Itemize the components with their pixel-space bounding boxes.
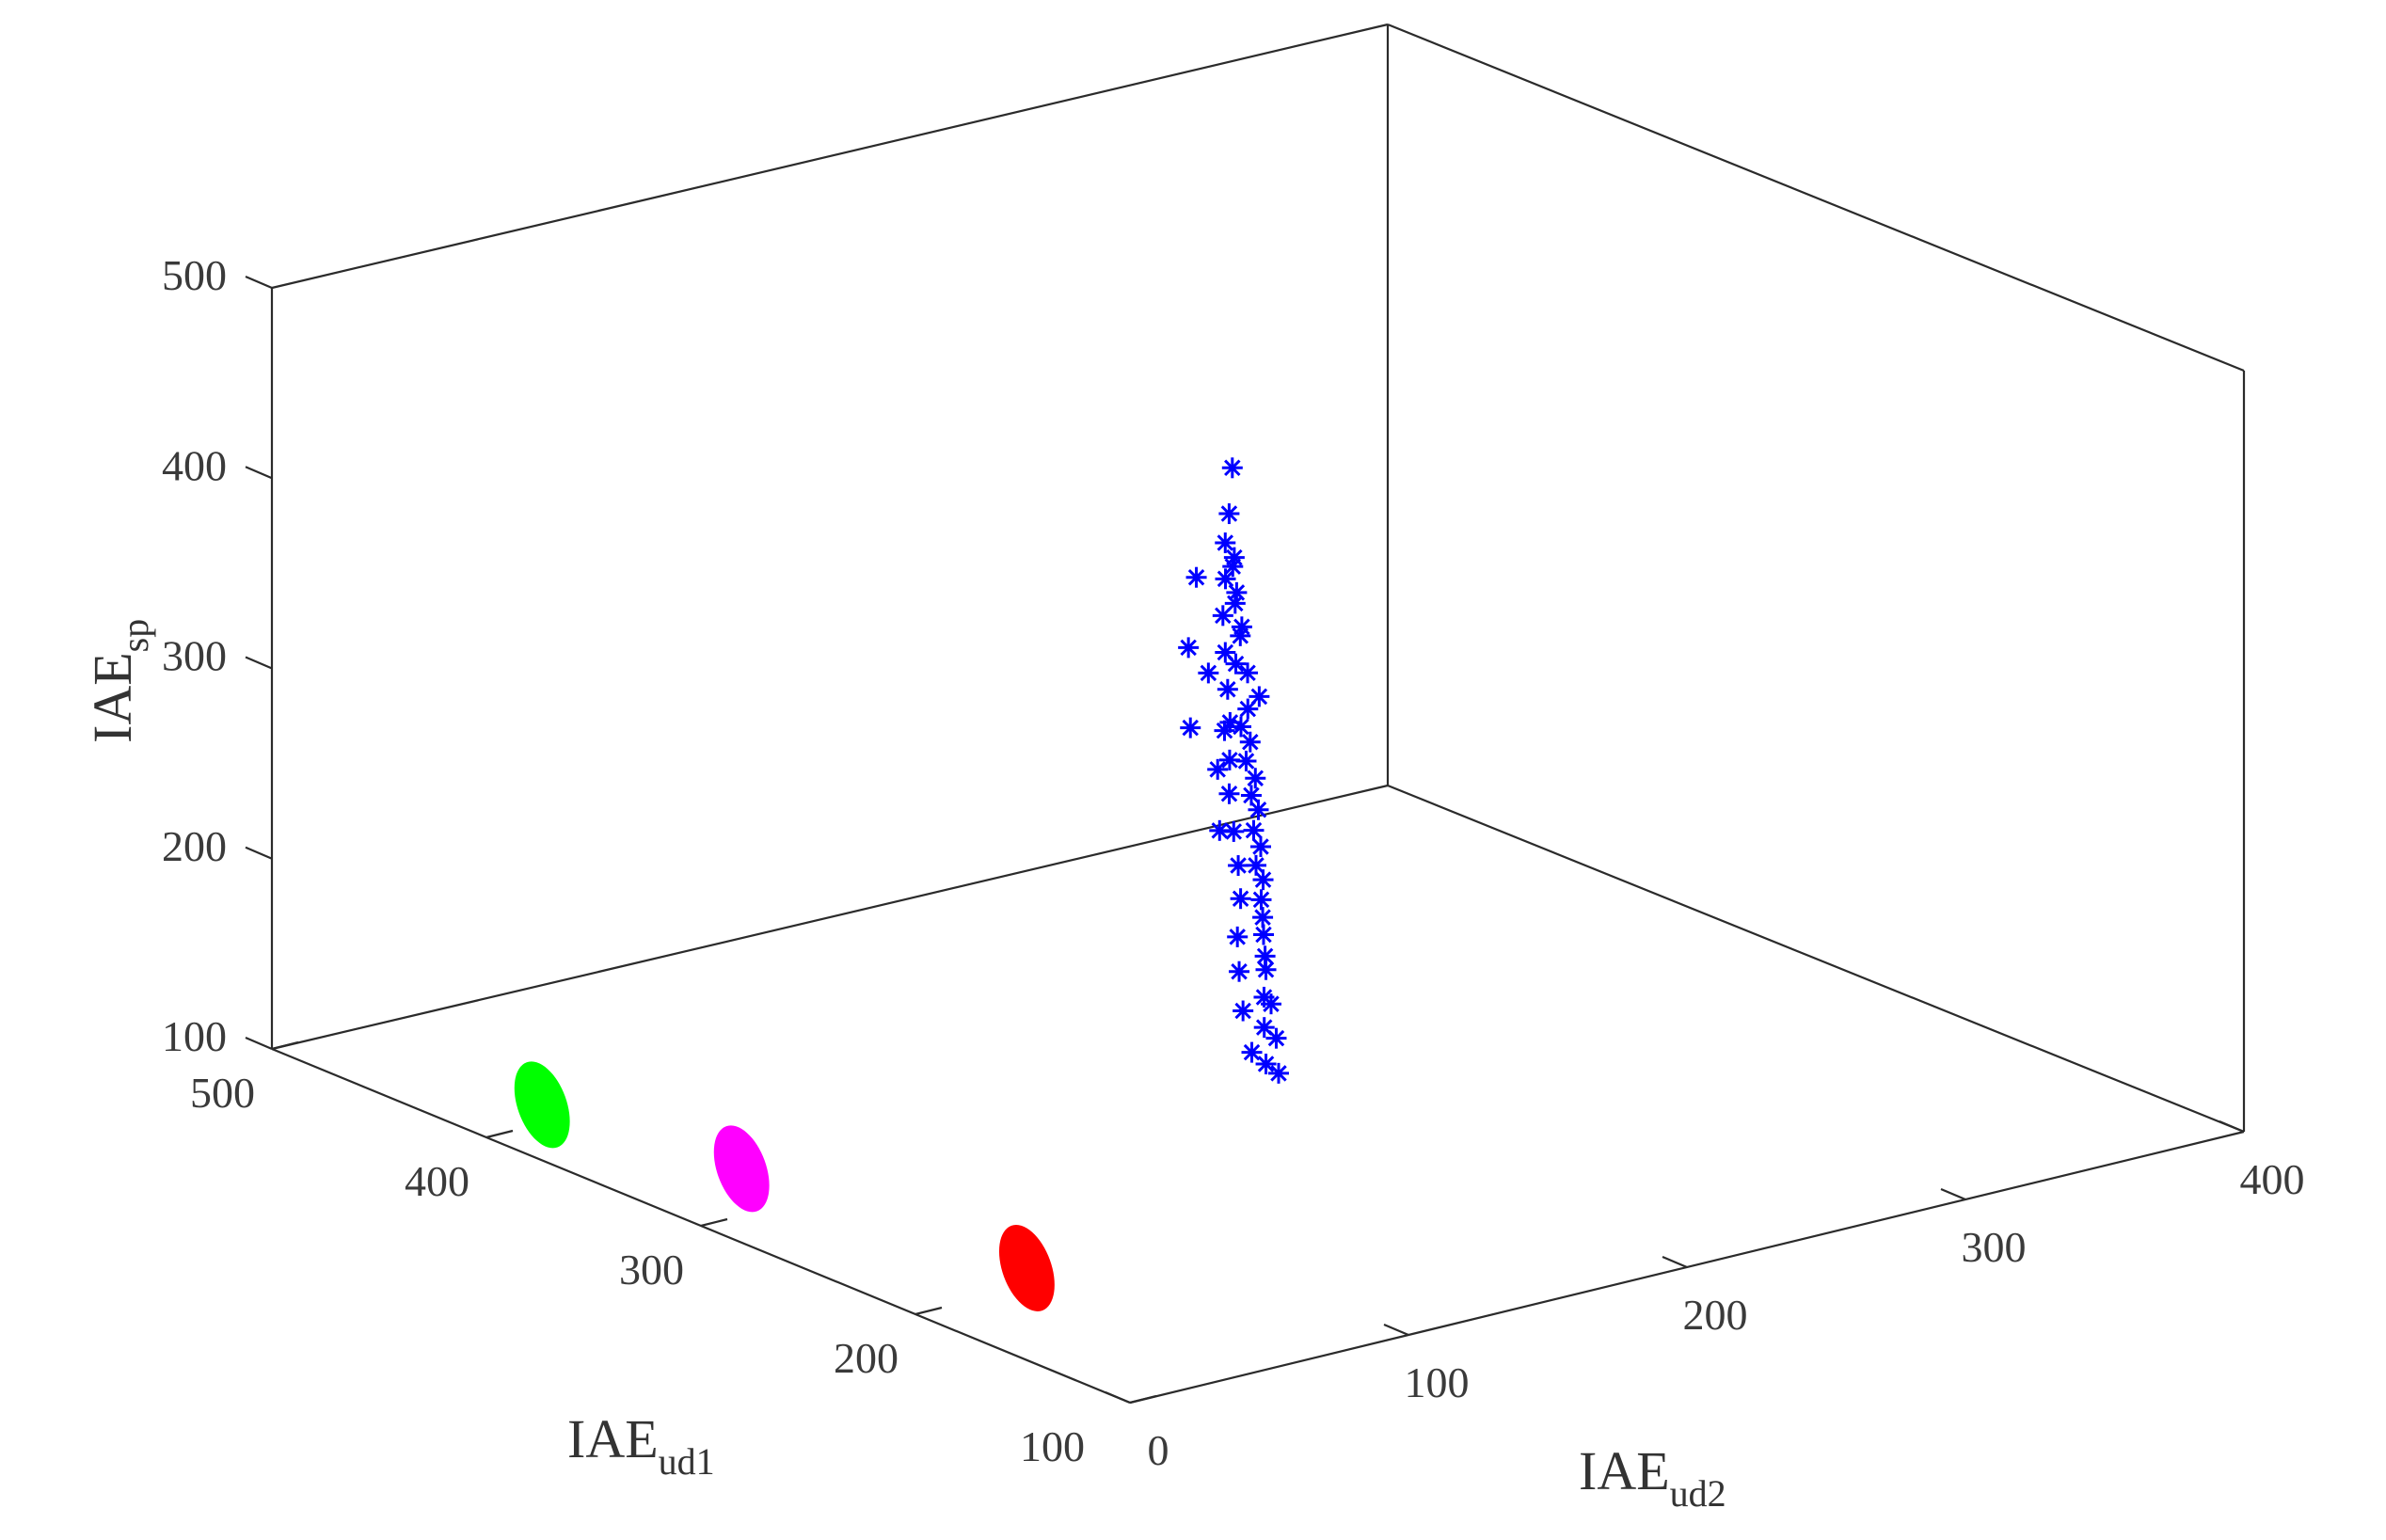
data-point-blue [1252,869,1274,891]
data-point-blue [1218,749,1240,770]
data-point-blue [1248,799,1269,820]
x-tick-mark [1129,1394,1157,1405]
y-axis-label: IAEud2 [1579,1440,1726,1515]
data-point-blue [1255,1054,1277,1075]
y-tick-label: 300 [1962,1223,2027,1271]
data-point-blue [1229,961,1250,982]
z-tick-label: 400 [162,441,227,489]
y-tick-mark [1940,1187,1966,1201]
data-point-blue [1255,959,1277,980]
data-point-blue [1178,637,1200,659]
x-tick-mark [271,1040,299,1051]
data-point-blue [1239,731,1261,753]
x-tick-label: 200 [834,1334,899,1382]
data-point-blue [1230,888,1251,910]
y-tick-mark [1662,1255,1688,1269]
x-tick-mark [915,1306,943,1316]
data-point-blue [1214,720,1235,741]
data-point-blue [1253,1017,1275,1039]
y-tick-label: 400 [2240,1155,2305,1203]
z-axis-label-subscript: sp [114,619,156,653]
data-point-blue [1228,855,1249,877]
z-tick-label: 300 [162,632,227,680]
data-point-blue [1268,1062,1289,1084]
data-point-blue [1218,503,1240,525]
x-tick-mark [485,1129,514,1139]
data-point-blue [1250,889,1272,911]
y-tick-label: 200 [1683,1291,1748,1339]
box-edge-floor-back-left [271,784,1389,1051]
data-point-blue [1254,945,1276,967]
x-axis-label-subscript: ud1 [659,1440,715,1483]
x-tick-label: 300 [619,1246,684,1294]
data-point-blue [1185,566,1207,588]
data-point-blue [1227,926,1249,947]
data-point-blue [1250,835,1271,857]
data-point-blue [1180,717,1201,738]
axes-box [270,23,2246,1405]
data-point-green [514,1061,570,1149]
data-point-blue [1245,768,1266,789]
data-point-blue [1246,854,1266,876]
data-point-blue [1241,1041,1263,1063]
y-tick-mark [1383,1323,1409,1337]
data-point-blue [1237,698,1259,720]
data-point-blue [1230,625,1251,646]
z-tick-label: 100 [162,1012,227,1060]
z-tick-mark [245,466,273,480]
data-point-red [998,1225,1055,1311]
y-tick-mark [2219,1119,2245,1134]
x-tick-label: 100 [1020,1422,1085,1470]
x-tick-mark [700,1217,728,1228]
y-tick-mark [1105,1390,1131,1405]
z-tick-label: 200 [162,822,227,870]
z-axis-label-base: IAE [82,652,143,743]
data-point-blue [1215,642,1236,663]
x-axis-label: IAEud1 [567,1408,715,1483]
y-axis-label-base: IAE [1579,1440,1670,1501]
y-axis-label-subscript: ud2 [1670,1472,1726,1515]
z-tick-mark [245,275,273,290]
data-point-blue [1237,662,1259,684]
data-point-blue [1252,907,1274,929]
z-tick-mark [245,656,273,670]
data-point-blue [1209,819,1231,841]
data-point-blue [1215,568,1236,590]
x-axis-label-base: IAE [567,1408,659,1469]
box-edge-top-left [271,23,1389,290]
data-point-blue [1217,678,1238,700]
z-axis-label: IAEsp [82,619,156,743]
data-point-blue [1207,758,1229,780]
box-edge-top-right [1387,23,2245,373]
data-point-blue [1221,457,1243,479]
data-point-magenta [713,1125,770,1213]
data-point-blue [1243,819,1265,841]
scatter-points [514,457,1289,1311]
data-point-blue [1215,532,1236,554]
axis-ticks: 200 300 400 500 100 0 100 200 300 400 100 200 300 400… [162,251,2305,1474]
data-point-blue [1224,593,1246,614]
data-point-blue [1218,783,1240,804]
data-point-blue [1212,605,1233,627]
data-point-blue [1233,1000,1254,1022]
x-tick-label: 400 [405,1157,469,1205]
y-tick-label: 0 [1148,1426,1169,1474]
data-point-blue [1249,686,1270,707]
box-edge-floor-back-right [1387,784,2245,1134]
z-tick-mark [245,846,273,860]
y-tick-label: 100 [1405,1358,1470,1406]
data-point-blue [1253,924,1274,945]
data-point-blue [1226,581,1248,603]
data-point-blue [1240,785,1262,806]
data-point-blue [1198,662,1219,684]
z-tick-label: 500 [162,251,227,299]
x-tick-label: 500 [190,1069,255,1117]
z-tick-mark [245,1036,273,1051]
data-point-blue [1253,986,1275,1008]
